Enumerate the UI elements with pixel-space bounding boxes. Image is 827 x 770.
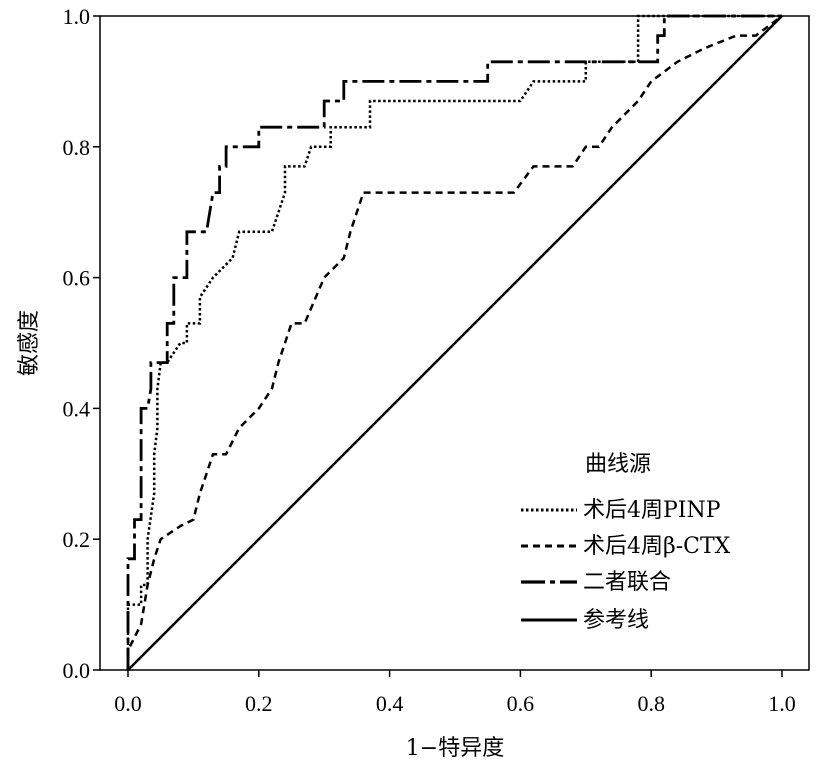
curves-group — [126, 14, 783, 671]
x-tick-label: 1.0 — [768, 691, 796, 716]
x-tick-label: 0.6 — [507, 691, 535, 716]
x-tick-label: 0.0 — [114, 691, 142, 716]
series-line-4 — [127, 15, 783, 671]
series-line-3 — [126, 14, 782, 670]
x-tick-label: 0.4 — [376, 691, 404, 716]
legend-label-2: 术后4周β-CTX — [583, 534, 731, 559]
x-axis: 0.0 0.2 0.4 0.6 0.8 1.0 — [114, 670, 796, 716]
legend-label-3: 二者联合 — [583, 570, 671, 595]
y-tick-label: 0.2 — [63, 527, 91, 552]
legend-label-4: 参考线 — [583, 608, 649, 633]
x-tick-label: 0.8 — [637, 691, 665, 716]
series-line-1 — [126, 14, 782, 670]
y-tick-label: 0.8 — [63, 135, 91, 160]
y-tick-label: 0.4 — [63, 396, 91, 421]
legend-label-1: 术后4周PINP — [583, 498, 721, 523]
legend-title: 曲线源 — [585, 452, 651, 477]
y-tick-label: 0.6 — [63, 266, 91, 291]
y-tick-label: 1.0 — [63, 4, 91, 29]
y-axis-title: 敏感度 — [17, 310, 42, 376]
y-axis: 0.0 0.2 0.4 0.6 0.8 1.0 — [63, 4, 100, 683]
x-axis-title: 1−特异度 — [406, 736, 504, 761]
plot-frame — [99, 15, 810, 671]
series-line-2 — [126, 14, 783, 670]
x-tick-label: 0.2 — [245, 691, 273, 716]
y-tick-label: 0.0 — [63, 658, 91, 683]
